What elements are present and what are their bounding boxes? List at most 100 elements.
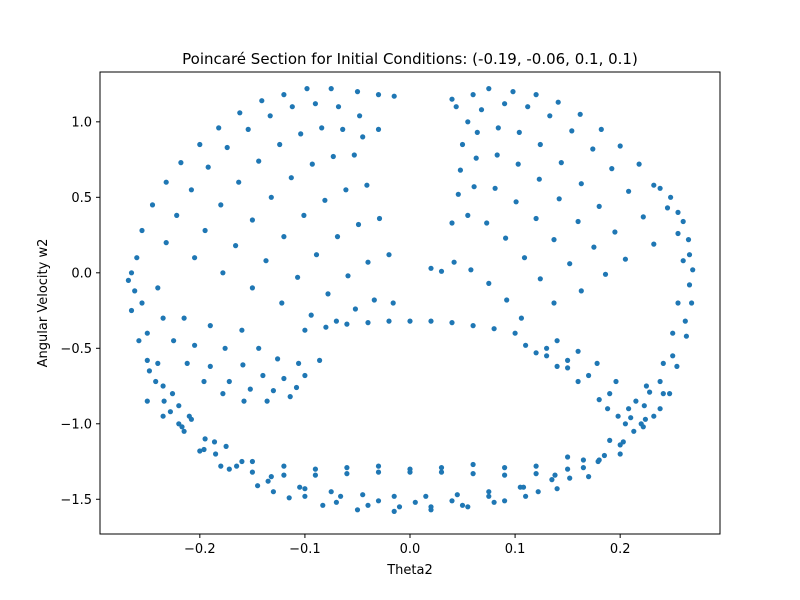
scatter-point — [555, 99, 561, 105]
scatter-point — [355, 221, 362, 228]
scatter-point — [575, 378, 581, 385]
scatter-point — [486, 489, 492, 495]
scatter-point — [149, 202, 156, 208]
scatter-point — [322, 197, 328, 203]
scatter-point — [633, 398, 639, 404]
scatter-point — [449, 220, 455, 226]
y-axis-ticks: −1.5 −1.0 −0.5 0.0 0.5 1.0 — [60, 115, 100, 508]
scatter-point — [647, 389, 653, 395]
scatter-point — [247, 386, 253, 392]
scatter-point — [682, 318, 688, 324]
scatter-point — [613, 378, 619, 385]
scatter-point — [304, 86, 310, 92]
scatter-point — [297, 484, 303, 490]
scatter-point — [281, 92, 287, 98]
y-tick-label: 0.0 — [71, 266, 92, 281]
scatter-point — [642, 416, 649, 422]
scatter-point — [139, 227, 145, 234]
scatter-point — [664, 205, 671, 211]
scatter-point — [651, 182, 657, 188]
scatter-point — [690, 267, 696, 273]
scatter-point — [365, 259, 371, 265]
scatter-point — [660, 360, 666, 366]
scatter-point — [459, 141, 466, 148]
scatter-point — [686, 282, 693, 288]
scatter-point — [657, 185, 663, 191]
scatter-point — [596, 457, 602, 463]
scatter-point — [675, 300, 681, 306]
x-tick-label: 0.1 — [505, 542, 526, 557]
scatter-point — [495, 125, 501, 131]
scatter-point — [160, 413, 166, 419]
scatter-point — [533, 463, 539, 469]
scatter-point — [449, 96, 455, 102]
scatter-point — [428, 504, 434, 510]
scatter-point — [617, 442, 623, 448]
scatter-point — [536, 176, 542, 182]
scatter-point — [412, 499, 418, 505]
scatter-point — [155, 285, 161, 291]
scatter-point — [438, 268, 445, 274]
scatter-point — [549, 477, 555, 483]
scatter-point — [533, 471, 539, 477]
scatter-point — [345, 273, 351, 279]
scatter-point — [335, 104, 342, 110]
scatter-point — [298, 131, 304, 137]
scatter-point — [453, 104, 459, 110]
scatter-point — [239, 327, 245, 333]
scatter-point — [513, 199, 519, 205]
scatter-point — [239, 458, 245, 465]
scatter-point — [160, 315, 166, 321]
scatter-point — [602, 271, 609, 277]
scatter-point — [390, 300, 396, 306]
scatter-point — [565, 365, 571, 371]
scatter-point — [302, 486, 308, 492]
scatter-point — [386, 318, 392, 324]
scatter-point — [640, 424, 646, 430]
scatter-point — [631, 428, 637, 434]
scatter-point — [685, 237, 692, 243]
scatter-point — [494, 152, 500, 158]
scatter-point — [502, 101, 508, 107]
scatter-point — [556, 196, 562, 202]
scatter-point — [657, 406, 663, 412]
scatter-point — [352, 306, 358, 312]
scatter-point — [375, 463, 382, 469]
scatter-point — [459, 502, 466, 508]
scatter-point — [181, 428, 187, 434]
scatter-point — [197, 448, 203, 454]
scatter-point — [502, 472, 508, 478]
scatter-point — [134, 255, 140, 261]
scatter-point — [275, 356, 281, 362]
scatter-point — [365, 502, 371, 508]
scatter-point — [223, 443, 229, 449]
scatter-point — [197, 141, 203, 148]
scatter-point — [641, 403, 647, 409]
scatter-point — [174, 212, 180, 218]
scatter-point — [207, 363, 213, 369]
scatter-point — [596, 203, 602, 209]
scatter-point — [260, 372, 266, 379]
scatter-point — [289, 104, 295, 110]
scatter-point — [423, 493, 429, 499]
scatter-point — [237, 110, 243, 116]
scatter-point — [622, 256, 629, 262]
scatter-point — [249, 285, 255, 291]
scatter-point — [328, 489, 334, 495]
scatter-point — [503, 235, 509, 241]
scatter-point — [607, 437, 613, 443]
scatter-point — [264, 398, 270, 404]
scatter-point — [163, 179, 169, 185]
scatter-point — [211, 439, 218, 445]
scatter-point — [270, 388, 276, 394]
scatter-point — [451, 259, 457, 265]
scatter-point — [660, 391, 666, 397]
scatter-point — [146, 368, 152, 374]
x-tick-label: −0.1 — [289, 542, 321, 557]
scatter-point — [675, 230, 681, 237]
scatter-point — [319, 125, 325, 131]
scatter-point — [510, 89, 516, 95]
scatter-point — [523, 342, 529, 348]
x-tick-label: 0.2 — [610, 542, 631, 557]
